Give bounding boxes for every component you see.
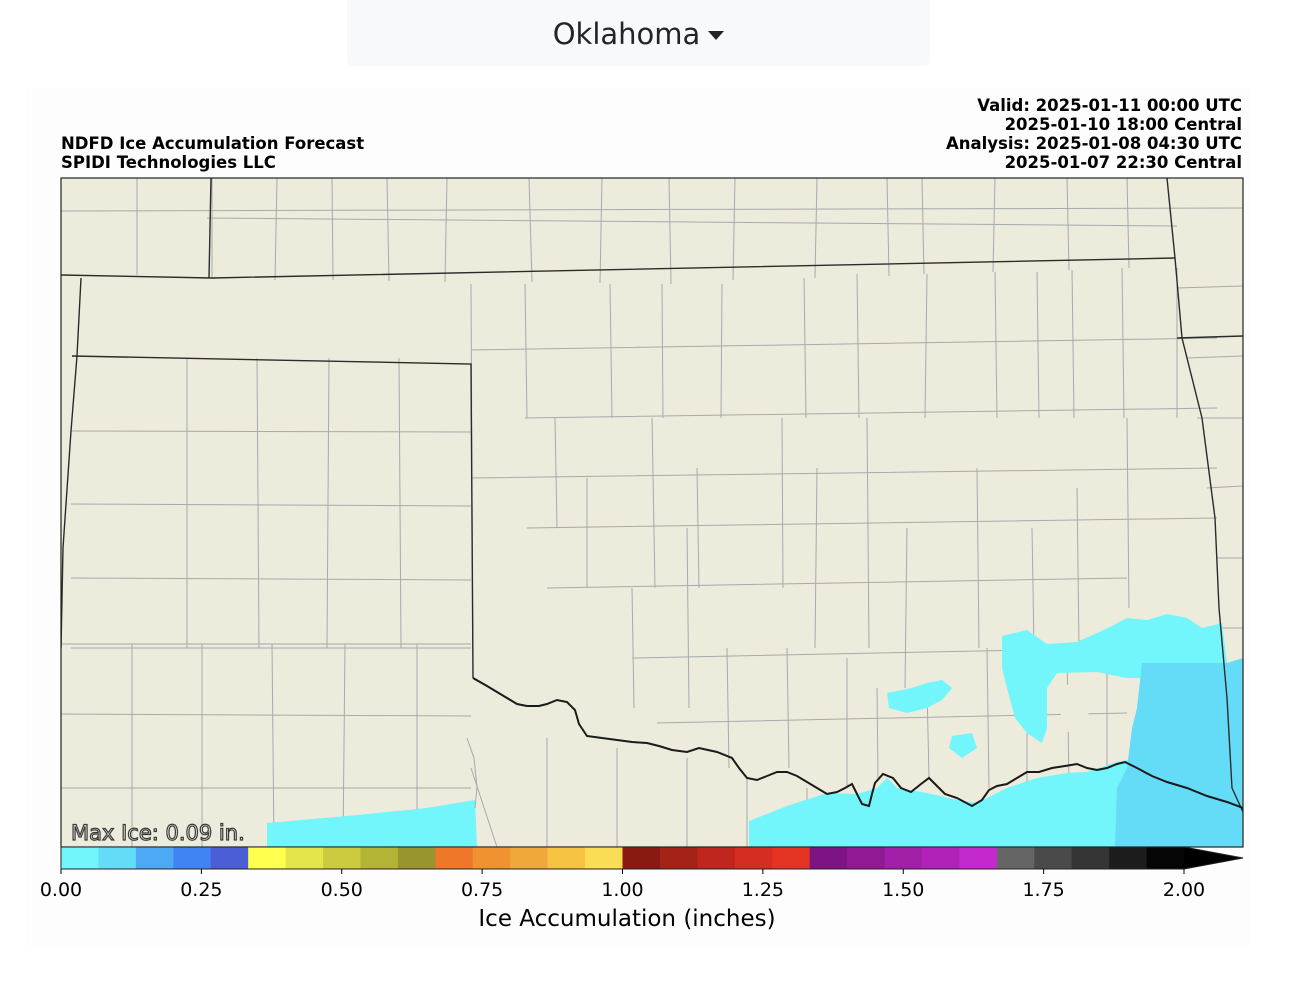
colorbar-tick-label: 1.00 [601, 879, 644, 901]
valid-central: 2025-01-10 18:00 Central [1004, 115, 1242, 134]
colorbar-cell [1071, 847, 1110, 869]
colorbar-cell [360, 847, 399, 869]
colorbar-outline [60, 846, 1244, 870]
colorbar-cell [210, 847, 249, 869]
map-svg: Max Ice: 0.09 in. [60, 177, 1244, 874]
colorbar-tick-label: 1.50 [882, 879, 925, 901]
state-dropdown-label: Oklahoma [552, 17, 701, 51]
max-ice-label: Max Ice: 0.09 in. [71, 821, 245, 845]
colorbar-cell [285, 847, 324, 869]
colorbar-cell [98, 847, 137, 869]
analysis-central: 2025-01-07 22:30 Central [1004, 153, 1242, 172]
colorbar [60, 846, 1244, 870]
colorbar-cell [547, 847, 586, 869]
colorbar-cell [809, 847, 848, 869]
colorbar-cell [847, 847, 886, 869]
colorbar-cell [1146, 847, 1185, 869]
colorbar-tick-label: 1.25 [741, 879, 785, 901]
colorbar-cell [622, 847, 661, 869]
colorbar-cell [435, 847, 474, 869]
colorbar-cell [921, 847, 960, 869]
colorbar-tick-label: 0.25 [180, 879, 223, 901]
state-dropdown[interactable]: Oklahoma [553, 15, 725, 51]
colorbar-cell [659, 847, 698, 869]
colorbar-ticks [60, 869, 1185, 874]
state-selector-bar: Oklahoma [347, 0, 930, 66]
ice-accumulation-light [267, 614, 1227, 847]
ice-forecast-figure: NDFD Ice Accumulation Forecast SPIDI Tec… [27, 88, 1250, 946]
colorbar-cell [472, 847, 511, 869]
colorbar-cell [61, 847, 99, 869]
colorbar-tick-label: 2.00 [1162, 879, 1206, 901]
title-line-1: NDFD Ice Accumulation Forecast [61, 134, 365, 153]
colorbar-cell [135, 847, 174, 869]
land-background [61, 178, 1243, 847]
colorbar-cell [397, 847, 436, 869]
state-boundaries [61, 178, 1243, 813]
colorbar-tick-label: 1.75 [1022, 879, 1065, 901]
title-line-2: SPIDI Technologies LLC [61, 153, 276, 172]
valid-utc: Valid: 2025-01-11 00:00 UTC [977, 96, 1242, 115]
caret-down-icon [708, 30, 725, 40]
colorbar-cell [996, 847, 1035, 869]
colorbar-cell [1034, 847, 1073, 869]
colorbar-extend-arrow [1184, 847, 1243, 869]
colorbar-cell [510, 847, 549, 869]
colorbar-cell [884, 847, 923, 869]
colorbar-tick-label: 0.75 [460, 879, 504, 901]
colorbar-cell [959, 847, 998, 869]
colorbar-cell [772, 847, 811, 869]
colorbar-tick-label: 0.00 [39, 879, 83, 901]
colorbar-cell [248, 847, 287, 869]
analysis-utc: Analysis: 2025-01-08 04:30 UTC [945, 134, 1242, 153]
valid-analysis-times: Valid: 2025-01-11 00:00 UTC 2025-01-10 1… [946, 96, 1242, 172]
colorbar-cell [585, 847, 623, 869]
colorbar-cell [173, 847, 212, 869]
colorbar-cell [734, 847, 773, 869]
figure-title: NDFD Ice Accumulation Forecast SPIDI Tec… [61, 134, 364, 172]
ice-accumulation-medium [1115, 658, 1243, 847]
colorbar-cell [1109, 847, 1148, 869]
colorbar-tick-label: 0.50 [320, 879, 363, 901]
red-river-border [472, 677, 1243, 809]
colorbar-label: Ice Accumulation (inches) [478, 906, 776, 932]
colorbar-cell [323, 847, 361, 869]
colorbar-cell [697, 847, 736, 869]
